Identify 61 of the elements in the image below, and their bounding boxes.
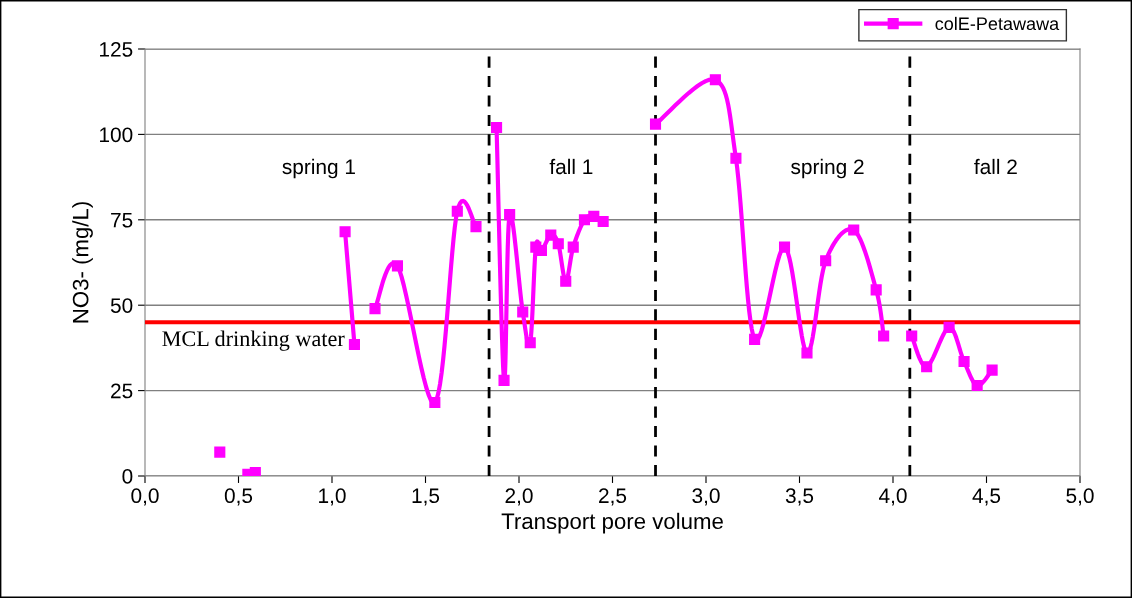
point xyxy=(649,118,662,130)
point xyxy=(545,229,557,241)
point xyxy=(778,241,791,253)
annotation: fall 2 xyxy=(974,158,1017,175)
legend-label: colE-Petawawa xyxy=(935,16,1060,31)
point xyxy=(517,306,529,318)
annotation: fall 1 xyxy=(549,158,593,175)
point xyxy=(801,347,813,359)
y-tick-label: 125 xyxy=(100,42,133,57)
point xyxy=(470,221,482,233)
point xyxy=(749,333,761,345)
x-tick-label: 4,0 xyxy=(879,488,907,506)
point xyxy=(971,379,983,392)
x-tick-label: 2,5 xyxy=(599,488,627,506)
point xyxy=(498,374,510,386)
y-tick-label: 100 xyxy=(100,127,133,143)
point xyxy=(339,226,351,238)
y-tick-label: 75 xyxy=(111,213,133,228)
point xyxy=(730,152,742,164)
point xyxy=(391,260,404,272)
point xyxy=(369,303,381,315)
y-axis-title: NO3- (mg/L) xyxy=(72,202,93,323)
y-tick-label: 25 xyxy=(111,383,133,399)
point xyxy=(451,205,463,217)
x-tick-label: 1,0 xyxy=(319,488,346,506)
annotation: spring 2 xyxy=(791,158,864,179)
x-axis-title: Transport pore volume xyxy=(501,512,723,534)
point xyxy=(878,330,890,342)
point xyxy=(504,209,516,221)
point xyxy=(597,215,609,228)
point xyxy=(870,284,882,296)
x-tick-label: 0,0 xyxy=(131,488,159,506)
point xyxy=(921,361,933,373)
point xyxy=(906,330,918,342)
point xyxy=(524,337,536,349)
annotation: spring 1 xyxy=(282,158,355,179)
x-tick-label: 3,5 xyxy=(785,488,814,506)
x-tick-label: 4,5 xyxy=(972,488,1001,506)
point xyxy=(820,255,832,267)
ref-line-label: MCL drinking water xyxy=(162,330,345,351)
point xyxy=(429,396,441,409)
y-tick-label: 0 xyxy=(122,469,133,484)
point xyxy=(249,467,261,476)
point xyxy=(709,74,721,86)
point xyxy=(348,338,360,351)
x-tick-label: 2,0 xyxy=(505,488,533,506)
point xyxy=(491,122,503,134)
point xyxy=(588,210,600,222)
x-tick-label: 3,0 xyxy=(692,488,720,506)
y-tick-label: 50 xyxy=(110,298,133,313)
point xyxy=(214,446,226,458)
point xyxy=(848,224,860,236)
x-tick-label: 1,5 xyxy=(412,488,440,506)
x-tick-label: 0,5 xyxy=(224,488,253,506)
x-tick-label: 5,0 xyxy=(1066,488,1094,506)
point xyxy=(552,238,564,250)
point xyxy=(943,321,955,333)
point xyxy=(986,364,998,376)
point xyxy=(567,241,579,253)
point xyxy=(560,275,572,287)
point xyxy=(958,356,970,368)
